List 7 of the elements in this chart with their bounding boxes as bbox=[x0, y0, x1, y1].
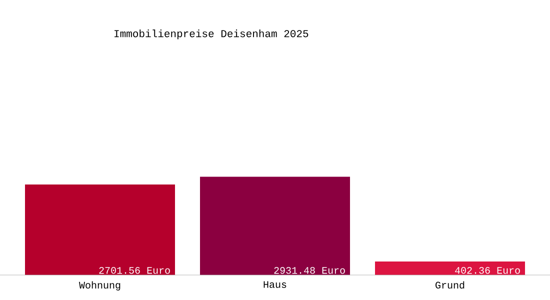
x-tick-label: Haus bbox=[264, 281, 286, 288]
chart-title: Immobilienpreise Deisenham 2025 bbox=[114, 30, 308, 40]
data-label: 2931.48 Euro bbox=[274, 267, 345, 274]
data-label: 402.36 Euro bbox=[455, 267, 520, 274]
x-tick-label: Wohnung bbox=[79, 281, 120, 291]
data-label: 2701.56 Euro bbox=[99, 267, 170, 274]
x-tick-label: Grund bbox=[436, 281, 464, 289]
